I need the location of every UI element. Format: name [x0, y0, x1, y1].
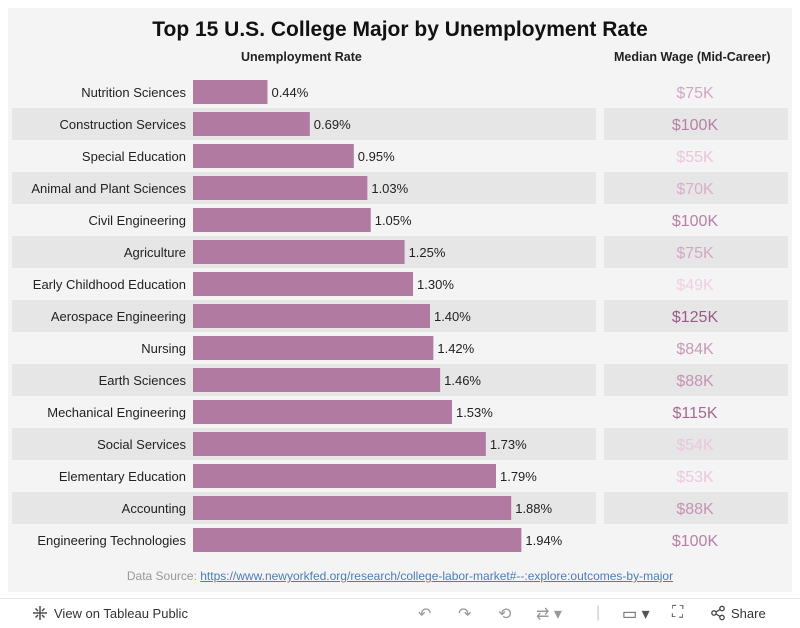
bar-value-label: 0.44%: [271, 85, 308, 100]
category-label: Earth Sciences: [99, 373, 187, 388]
bar[interactable]: [193, 240, 405, 264]
bar[interactable]: [193, 400, 452, 424]
bar[interactable]: [193, 304, 430, 328]
bar-value-label: 1.53%: [456, 405, 493, 420]
bar[interactable]: [193, 144, 354, 168]
share-icon: [711, 605, 725, 621]
bar-value-label: 1.05%: [375, 213, 412, 228]
bar[interactable]: [193, 112, 310, 136]
wage-row-band: [604, 300, 788, 332]
category-label: Animal and Plant Sciences: [31, 181, 186, 196]
wage-label: $70K: [676, 181, 714, 198]
wage-label: $54K: [676, 437, 714, 454]
bar-value-label: 1.88%: [515, 501, 552, 516]
wage-label: $100K: [672, 533, 719, 550]
category-label: Nursing: [141, 341, 186, 356]
bar-value-label: 1.94%: [525, 533, 562, 548]
bar-value-label: 0.69%: [314, 117, 351, 132]
wage-label: $115K: [672, 405, 717, 422]
bar-value-label: 1.46%: [444, 373, 481, 388]
category-label: Social Services: [97, 437, 186, 452]
wage-label: $53K: [676, 469, 714, 486]
wage-row-band: [604, 236, 788, 268]
view-on-tableau-label: View on Tableau Public: [54, 605, 188, 621]
download-icon[interactable]: ▭ ▾: [622, 606, 650, 623]
bar[interactable]: [193, 528, 522, 552]
share-button[interactable]: Share: [710, 605, 766, 621]
wage-row-band: [604, 492, 788, 524]
share-label: Share: [731, 605, 766, 621]
bar[interactable]: [193, 208, 371, 232]
category-label: Aerospace Engineering: [51, 309, 186, 324]
unemployment-header: Unemployment Rate: [241, 50, 362, 64]
bar-value-label: 1.79%: [500, 469, 537, 484]
bar[interactable]: [193, 176, 368, 200]
bar-value-label: 1.03%: [371, 181, 408, 196]
chart-title: Top 15 U.S. College Major by Unemploymen…: [152, 18, 648, 41]
bar-value-label: 1.42%: [437, 341, 474, 356]
wage-label: $100K: [672, 213, 719, 230]
bar[interactable]: [193, 336, 434, 360]
bar-value-label: 1.25%: [409, 245, 446, 260]
tableau-icon: [33, 606, 47, 620]
wage-label: $125K: [672, 309, 719, 326]
category-label: Engineering Technologies: [37, 533, 186, 548]
wage-label: $88K: [676, 373, 714, 390]
bar-value-label: 1.40%: [434, 309, 471, 324]
category-label: Agriculture: [124, 245, 186, 260]
bar-value-label: 1.30%: [417, 277, 454, 292]
wage-label: $55K: [676, 149, 714, 166]
wage-row-band: [604, 108, 788, 140]
bar[interactable]: [193, 464, 496, 488]
bar[interactable]: [193, 272, 414, 296]
wage-row-band: [604, 428, 788, 460]
wage-label: $88K: [676, 501, 714, 518]
category-label: Special Education: [82, 149, 186, 164]
undo-icon[interactable]: ↶: [418, 606, 432, 623]
bar[interactable]: [193, 496, 512, 520]
source-prefix: Data Source:: [126, 569, 201, 583]
fullscreen-icon[interactable]: ⛶: [672, 604, 684, 621]
category-label: Accounting: [122, 501, 186, 516]
wage-label: $84K: [676, 341, 714, 358]
tableau-footer: View on Tableau Public ↶ ↷ ⟲ ⇄ ▾ | ▭ ▾ ⛶…: [0, 598, 800, 628]
bar[interactable]: [193, 432, 486, 456]
redo-icon[interactable]: ↷: [458, 606, 472, 623]
bar[interactable]: [193, 80, 268, 104]
tableau-viz: Top 15 U.S. College Major by Unemploymen…: [8, 8, 792, 592]
revert-icon[interactable]: ⟲: [498, 606, 512, 623]
wage-label: $75K: [676, 85, 714, 102]
bar[interactable]: [193, 368, 441, 392]
bar-value-label: 0.95%: [358, 149, 395, 164]
bar-chart: Nutrition Sciences 0.44% $75K Construction …: [12, 80, 788, 552]
category-label: Civil Engineering: [88, 213, 186, 228]
view-on-tableau-button[interactable]: View on Tableau Public: [32, 605, 188, 621]
refresh-icon[interactable]: ⇄ ▾: [536, 606, 562, 623]
wage-row-band: [604, 364, 788, 396]
category-label: Elementary Education: [59, 469, 186, 484]
source-link[interactable]: https://www.newyorkfed.org/research/coll…: [200, 569, 674, 583]
wage-header: Median Wage (Mid-Career): [614, 50, 771, 64]
wage-label: $75K: [676, 245, 714, 262]
category-label: Nutrition Sciences: [81, 85, 186, 100]
category-label: Construction Services: [60, 117, 187, 132]
wage-label: $100K: [672, 117, 719, 134]
separator: |: [596, 604, 601, 621]
data-source: Data Source: https://www.newyorkfed.org/…: [8, 569, 792, 583]
bar-value-label: 1.73%: [490, 437, 527, 452]
category-label: Early Childhood Education: [33, 277, 186, 292]
wage-row-band: [604, 172, 788, 204]
wage-label: $49K: [676, 277, 714, 294]
category-label: Mechanical Engineering: [47, 405, 186, 420]
